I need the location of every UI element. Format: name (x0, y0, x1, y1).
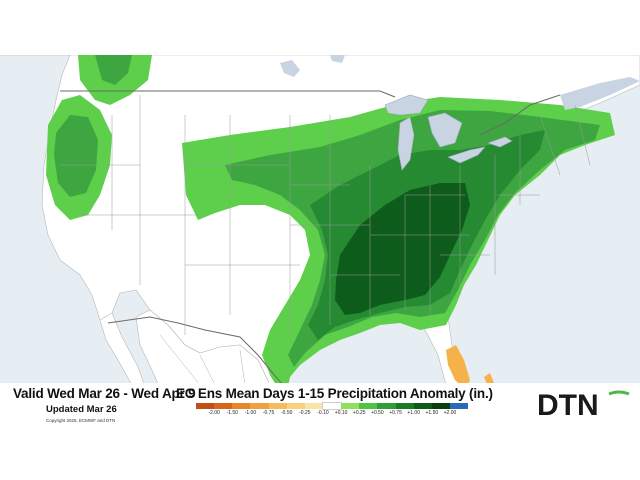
us-canada-border (60, 90, 561, 136)
legend-tick-label: -1.50 (226, 410, 238, 416)
legend-tick-label: +2.00 (443, 410, 457, 416)
legend-swatch (395, 403, 414, 409)
legend-tick-label: -0.10 (317, 410, 329, 416)
lake-ontario (487, 136, 513, 148)
updated-text: Updated Mar 26 (46, 404, 117, 415)
legend-swatch (286, 403, 305, 409)
legend-swatch (359, 403, 378, 409)
map-title: EC Ens Mean Days 1-15 Precipitation Anom… (176, 386, 493, 401)
lake-superior (384, 94, 429, 116)
lake-michigan (397, 116, 415, 171)
dtn-logo: DTN (537, 389, 630, 420)
precipitation-map (0, 55, 640, 425)
legend-tick-label: -0.25 (299, 410, 311, 416)
legend-tick-label: -2.00 (208, 410, 220, 416)
legend-ticks: -2.00 -1.50 -1.00 -0.75 -0.50 -0.25 -0.10 +0.10… (196, 410, 468, 416)
map-graphic (0, 55, 640, 425)
dtn-logo-text: DTN (537, 389, 599, 420)
legend-swatch (304, 403, 323, 409)
legend-swatch (250, 403, 269, 409)
anomaly-green-nw (54, 115, 98, 197)
color-legend: -2.00 -1.50 -1.00 -0.75 -0.50 -0.25 -0.10 +0.10… (196, 402, 469, 416)
lake-erie (447, 146, 486, 164)
legend-swatch (196, 403, 215, 409)
legend-swatch (341, 403, 360, 409)
legend-tick-label: -0.75 (262, 410, 275, 416)
state-lines (60, 95, 591, 335)
legend-swatch (232, 403, 251, 409)
legend-swatch (377, 403, 396, 409)
legend-tick-label: +0.50 (371, 410, 384, 416)
legend-swatch (321, 402, 343, 410)
anomaly-green-bc (95, 55, 132, 85)
legend-tick-label: +0.25 (352, 410, 366, 416)
legend-swatch (214, 403, 233, 409)
us-mexico-border (107, 316, 291, 394)
legend-swatches (196, 402, 469, 410)
legend-tick-label: -0.50 (280, 410, 293, 416)
legend-swatch (431, 403, 450, 409)
anomaly-orange-florida (446, 345, 470, 390)
hudson-area-lakes (280, 55, 345, 77)
st-lawrence (560, 77, 640, 110)
legend-tick-label: +1.50 (425, 410, 439, 416)
legend-tick-label: +0.10 (334, 410, 348, 416)
logo-swoosh-icon (608, 390, 630, 396)
legend-swatch (413, 403, 432, 409)
legend-swatch (268, 403, 287, 409)
legend-tick-label: -1.00 (244, 410, 257, 416)
anomaly-dark-green (335, 183, 470, 315)
lake-huron (427, 112, 463, 148)
legend-tick-label: +1.00 (407, 410, 420, 416)
legend-swatch (449, 403, 469, 409)
legend-tick-label: +0.75 (389, 410, 402, 416)
copyright-text: Copyright 2025, ECMWF and DTN (46, 418, 116, 423)
valid-period-text: Valid Wed Mar 26 - Wed Apr 9 (13, 386, 196, 401)
